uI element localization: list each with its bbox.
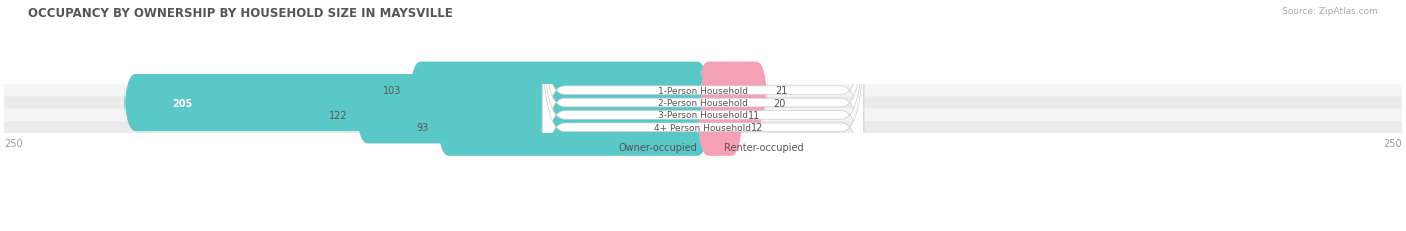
FancyBboxPatch shape — [356, 87, 709, 144]
Text: 20: 20 — [773, 98, 786, 108]
Text: 205: 205 — [172, 98, 193, 108]
FancyBboxPatch shape — [4, 97, 1402, 109]
Legend: Owner-occupied, Renter-occupied: Owner-occupied, Renter-occupied — [599, 138, 807, 156]
FancyBboxPatch shape — [697, 75, 765, 131]
Text: OCCUPANCY BY OWNERSHIP BY HOUSEHOLD SIZE IN MAYSVILLE: OCCUPANCY BY OWNERSHIP BY HOUSEHOLD SIZE… — [28, 7, 453, 20]
FancyBboxPatch shape — [4, 122, 1402, 134]
Text: 21: 21 — [776, 86, 787, 96]
FancyBboxPatch shape — [4, 109, 1402, 122]
FancyBboxPatch shape — [4, 85, 1402, 97]
Text: 93: 93 — [416, 123, 429, 133]
FancyBboxPatch shape — [124, 75, 709, 131]
Text: 250: 250 — [1384, 138, 1402, 148]
Text: Source: ZipAtlas.com: Source: ZipAtlas.com — [1282, 7, 1378, 16]
FancyBboxPatch shape — [543, 0, 863, 185]
FancyBboxPatch shape — [697, 87, 740, 144]
FancyBboxPatch shape — [697, 99, 742, 156]
Text: 250: 250 — [4, 138, 22, 148]
Text: 122: 122 — [329, 110, 349, 120]
Text: 12: 12 — [751, 123, 763, 133]
FancyBboxPatch shape — [543, 33, 863, 222]
Text: 11: 11 — [748, 110, 761, 120]
FancyBboxPatch shape — [409, 62, 709, 119]
Text: 2-Person Household: 2-Person Household — [658, 99, 748, 108]
Text: 103: 103 — [382, 86, 401, 96]
FancyBboxPatch shape — [697, 62, 768, 119]
Text: 4+ Person Household: 4+ Person Household — [655, 123, 751, 132]
Text: 1-Person Household: 1-Person Household — [658, 86, 748, 95]
FancyBboxPatch shape — [543, 9, 863, 197]
FancyBboxPatch shape — [437, 99, 709, 156]
FancyBboxPatch shape — [543, 21, 863, 210]
Text: 3-Person Household: 3-Person Household — [658, 111, 748, 120]
